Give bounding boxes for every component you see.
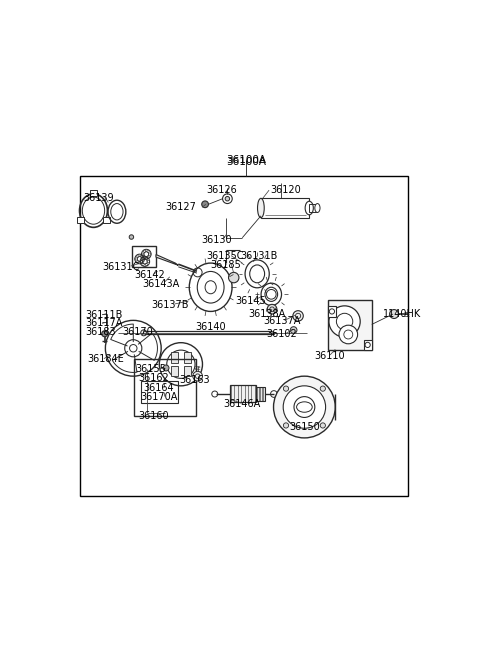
Text: 36160: 36160	[139, 411, 169, 421]
Ellipse shape	[305, 201, 313, 215]
Circle shape	[129, 234, 133, 239]
Text: 36137B: 36137B	[151, 301, 189, 310]
Circle shape	[290, 327, 297, 333]
Circle shape	[225, 196, 229, 201]
Text: 36142: 36142	[134, 270, 165, 280]
Text: 36139: 36139	[84, 193, 114, 203]
Text: 36127: 36127	[165, 202, 196, 212]
Circle shape	[202, 201, 208, 208]
Text: 36150: 36150	[289, 422, 320, 432]
Text: 36146A: 36146A	[223, 400, 260, 409]
Text: 36117A: 36117A	[85, 318, 122, 328]
Bar	[328, 300, 372, 350]
Text: 36140: 36140	[195, 322, 226, 332]
Circle shape	[267, 305, 277, 314]
Circle shape	[193, 268, 202, 277]
Text: 36163: 36163	[180, 375, 210, 385]
Text: 36170: 36170	[123, 327, 154, 337]
Circle shape	[271, 390, 277, 398]
Circle shape	[163, 365, 169, 371]
Text: 36130: 36130	[201, 234, 231, 244]
Circle shape	[329, 306, 360, 337]
Bar	[230, 385, 256, 402]
Text: 36170A: 36170A	[140, 392, 177, 402]
Ellipse shape	[315, 204, 320, 212]
Text: 36185: 36185	[210, 259, 241, 270]
Circle shape	[141, 330, 147, 336]
Bar	[363, 340, 372, 350]
Bar	[184, 352, 191, 363]
Bar	[134, 359, 196, 417]
Text: 36100A: 36100A	[226, 155, 266, 164]
Text: 36135C: 36135C	[207, 252, 244, 261]
Circle shape	[320, 386, 325, 391]
Text: 36100A: 36100A	[226, 157, 266, 166]
Text: 36120: 36120	[270, 185, 301, 195]
Text: 36137A: 36137A	[264, 316, 301, 326]
Text: 36184E: 36184E	[87, 354, 124, 364]
Bar	[141, 381, 178, 403]
Circle shape	[283, 386, 325, 428]
Bar	[184, 365, 191, 376]
Circle shape	[320, 423, 325, 428]
Circle shape	[283, 386, 288, 391]
Text: 36111B: 36111B	[85, 310, 122, 320]
Bar	[132, 246, 156, 267]
Circle shape	[193, 371, 203, 381]
Text: 36183: 36183	[85, 327, 116, 337]
Text: 36131C: 36131C	[103, 262, 140, 272]
Circle shape	[102, 331, 108, 337]
Circle shape	[228, 272, 239, 283]
Text: 36164: 36164	[143, 383, 174, 393]
Ellipse shape	[258, 198, 264, 217]
Bar	[77, 217, 84, 223]
Bar	[90, 190, 97, 196]
Bar	[261, 198, 309, 217]
Text: 36126: 36126	[206, 185, 237, 195]
Circle shape	[283, 423, 288, 428]
Text: 36143A: 36143A	[142, 278, 179, 289]
Text: 36102: 36102	[266, 329, 297, 339]
Text: 36138A: 36138A	[248, 309, 285, 319]
Bar	[81, 176, 408, 496]
Bar	[170, 352, 178, 363]
Text: 1140HK: 1140HK	[383, 309, 421, 319]
Circle shape	[390, 310, 398, 318]
Bar	[256, 387, 264, 401]
Text: 36131B: 36131B	[240, 252, 278, 261]
Text: 36110: 36110	[315, 351, 346, 361]
Circle shape	[293, 310, 303, 321]
Bar	[103, 217, 110, 223]
Text: 36162: 36162	[139, 373, 169, 383]
Polygon shape	[156, 255, 178, 265]
Bar	[328, 307, 336, 316]
Text: 36155: 36155	[136, 364, 167, 374]
Text: 36145: 36145	[236, 296, 266, 306]
Circle shape	[339, 325, 358, 344]
Bar	[170, 365, 178, 376]
Bar	[309, 204, 317, 212]
Circle shape	[274, 376, 335, 438]
